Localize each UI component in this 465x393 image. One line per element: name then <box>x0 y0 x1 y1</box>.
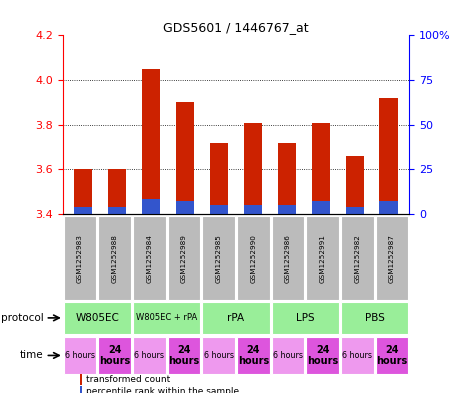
FancyBboxPatch shape <box>202 337 235 374</box>
Bar <box>176 103 194 214</box>
Text: rPA: rPA <box>227 313 245 323</box>
Bar <box>74 208 93 214</box>
Text: 6 hours: 6 hours <box>204 351 234 360</box>
Text: GSM1252982: GSM1252982 <box>354 235 360 283</box>
Bar <box>210 143 228 214</box>
Text: 24
hours: 24 hours <box>168 345 199 366</box>
Text: percentile rank within the sample: percentile rank within the sample <box>86 387 239 393</box>
FancyBboxPatch shape <box>272 337 304 374</box>
FancyBboxPatch shape <box>64 216 96 300</box>
Text: GSM1252987: GSM1252987 <box>389 235 395 283</box>
Bar <box>210 205 228 214</box>
Text: 24
hours: 24 hours <box>99 345 130 366</box>
FancyBboxPatch shape <box>237 216 270 300</box>
Bar <box>379 98 398 214</box>
Text: GSM1252984: GSM1252984 <box>146 235 153 283</box>
FancyBboxPatch shape <box>237 337 270 374</box>
Bar <box>176 201 194 214</box>
Text: 24
hours: 24 hours <box>307 345 338 366</box>
Bar <box>312 123 330 214</box>
Text: GSM1252991: GSM1252991 <box>319 235 326 283</box>
FancyBboxPatch shape <box>64 337 96 374</box>
Text: 6 hours: 6 hours <box>65 351 95 360</box>
Text: 6 hours: 6 hours <box>273 351 303 360</box>
FancyBboxPatch shape <box>99 337 131 374</box>
Bar <box>108 208 126 214</box>
FancyBboxPatch shape <box>80 374 82 385</box>
Text: GSM1252989: GSM1252989 <box>181 235 187 283</box>
FancyBboxPatch shape <box>341 216 373 300</box>
FancyBboxPatch shape <box>341 302 408 334</box>
FancyBboxPatch shape <box>64 302 131 334</box>
Text: 24
hours: 24 hours <box>238 345 269 366</box>
Text: GSM1252983: GSM1252983 <box>77 235 83 283</box>
Title: GDS5601 / 1446767_at: GDS5601 / 1446767_at <box>163 21 309 34</box>
FancyBboxPatch shape <box>168 216 200 300</box>
FancyBboxPatch shape <box>202 302 270 334</box>
Bar <box>244 205 262 214</box>
Text: PBS: PBS <box>365 313 385 323</box>
Bar <box>278 143 296 214</box>
FancyBboxPatch shape <box>272 216 304 300</box>
Text: 6 hours: 6 hours <box>134 351 165 360</box>
FancyBboxPatch shape <box>80 386 82 393</box>
Text: W805EC: W805EC <box>75 313 120 323</box>
Text: protocol: protocol <box>1 313 44 323</box>
FancyBboxPatch shape <box>272 302 339 334</box>
Bar <box>142 198 160 214</box>
FancyBboxPatch shape <box>133 302 200 334</box>
Text: W805EC + rPA: W805EC + rPA <box>136 313 197 322</box>
FancyBboxPatch shape <box>168 337 200 374</box>
FancyBboxPatch shape <box>306 216 339 300</box>
Bar <box>278 205 296 214</box>
FancyBboxPatch shape <box>306 337 339 374</box>
Bar <box>345 156 364 214</box>
Text: LPS: LPS <box>296 313 315 323</box>
Bar <box>345 208 364 214</box>
FancyBboxPatch shape <box>376 337 408 374</box>
Text: GSM1252988: GSM1252988 <box>112 235 118 283</box>
FancyBboxPatch shape <box>202 216 235 300</box>
Text: 24
hours: 24 hours <box>376 345 407 366</box>
Bar <box>74 169 93 214</box>
FancyBboxPatch shape <box>133 216 166 300</box>
Text: GSM1252986: GSM1252986 <box>285 235 291 283</box>
FancyBboxPatch shape <box>341 337 373 374</box>
Text: transformed count: transformed count <box>86 375 170 384</box>
FancyBboxPatch shape <box>133 337 166 374</box>
Text: GSM1252985: GSM1252985 <box>216 235 222 283</box>
Text: GSM1252990: GSM1252990 <box>250 235 256 283</box>
Bar <box>108 169 126 214</box>
Text: 6 hours: 6 hours <box>342 351 372 360</box>
Text: time: time <box>20 351 44 360</box>
Bar <box>142 69 160 214</box>
Bar <box>244 123 262 214</box>
FancyBboxPatch shape <box>99 216 131 300</box>
Bar <box>312 201 330 214</box>
Bar <box>379 201 398 214</box>
FancyBboxPatch shape <box>376 216 408 300</box>
